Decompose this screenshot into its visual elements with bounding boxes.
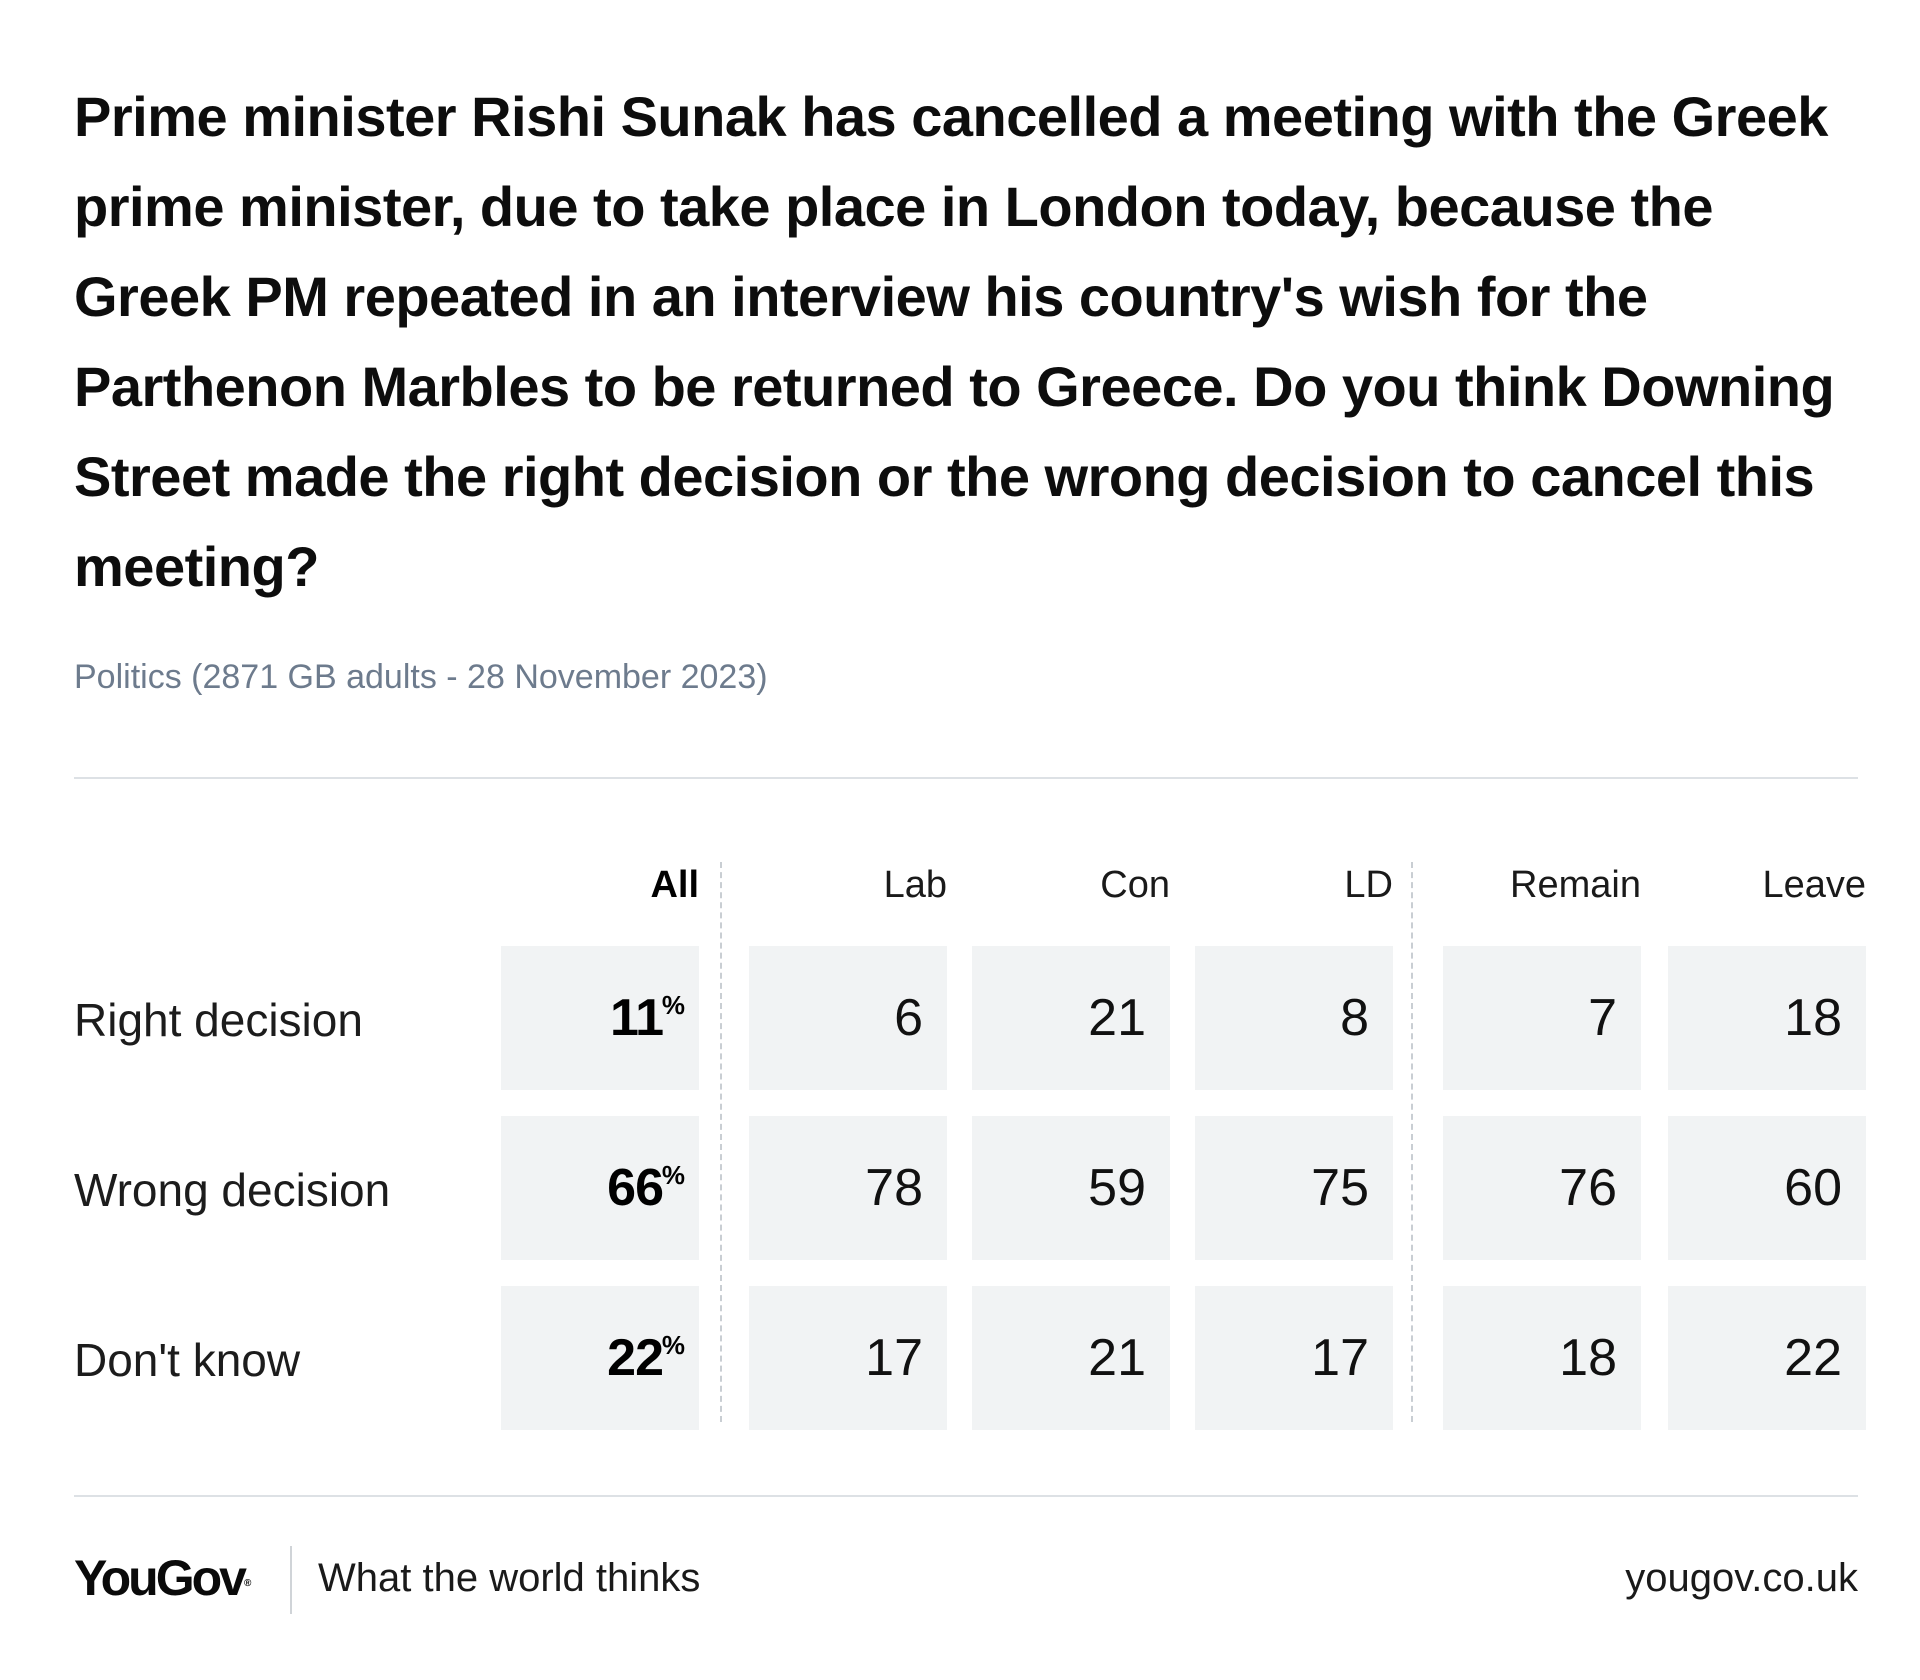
cell-value: 7	[1588, 989, 1617, 1047]
column-group-divider	[720, 862, 722, 1422]
table-cell: 21	[972, 1286, 1170, 1430]
table-cell: 17	[749, 1286, 947, 1430]
column-header-all: All	[650, 864, 699, 906]
footer-separator	[290, 1546, 292, 1614]
cell-value: 6	[894, 989, 923, 1047]
row-label: Wrong decision	[74, 1164, 391, 1216]
footer-url-link[interactable]: yougov.co.uk	[1625, 1556, 1858, 1600]
cell-value: 17	[1311, 1329, 1369, 1387]
table-cell: 76	[1443, 1116, 1641, 1260]
table-cell: 6	[749, 946, 947, 1090]
survey-subtitle: Politics (2871 GB adults - 28 November 2…	[74, 658, 768, 696]
cell-value: 75	[1311, 1159, 1369, 1217]
bottom-rule	[74, 1495, 1858, 1497]
cell-value: 11	[610, 989, 664, 1047]
cell-value: 78	[865, 1159, 923, 1217]
table-cell: 18	[1668, 946, 1866, 1090]
column-header-remain: Remain	[1510, 864, 1641, 906]
table-cell: 18	[1443, 1286, 1641, 1430]
table-cell: 21	[972, 946, 1170, 1090]
cell-value: 21	[1088, 1329, 1146, 1387]
cell-value: 21	[1088, 989, 1146, 1047]
cell-value: 17	[865, 1329, 923, 1387]
table-cell: 60	[1668, 1116, 1866, 1260]
cell-value: 76	[1559, 1159, 1617, 1217]
column-header-lab: Lab	[883, 864, 947, 906]
cell-value: 18	[1784, 989, 1842, 1047]
percent-sign: %	[661, 1330, 685, 1360]
row-label: Right decision	[74, 994, 363, 1046]
top-rule	[74, 777, 1858, 779]
cell-value: 66	[607, 1159, 664, 1217]
cell-value: 22	[1784, 1329, 1842, 1387]
column-header-ld: LD	[1344, 864, 1393, 906]
table-cell: 75	[1195, 1116, 1393, 1260]
cell-value: 22	[607, 1329, 664, 1387]
column-group-divider	[1411, 862, 1413, 1422]
table-cell: 78	[749, 1116, 947, 1260]
yougov-logo[interactable]: YouGov®	[74, 1548, 251, 1608]
table-cell: 7	[1443, 946, 1641, 1090]
table-cell: 22	[1668, 1286, 1866, 1430]
registered-mark: ®	[243, 1578, 252, 1589]
cell-value: 8	[1340, 989, 1369, 1047]
table-cell: 8	[1195, 946, 1393, 1090]
table-cell: 11%	[501, 946, 699, 1090]
page-title: Prime minister Rishi Sunak has cancelled…	[74, 85, 1835, 598]
row-label: Don't know	[74, 1334, 301, 1386]
cell-value: 18	[1559, 1329, 1617, 1387]
table-cell: 66%	[501, 1116, 699, 1260]
table-cell: 17	[1195, 1286, 1393, 1430]
yougov-logo-text: YouGov	[74, 1550, 247, 1606]
cell-value: 60	[1784, 1159, 1842, 1217]
column-header-con: Con	[1100, 864, 1170, 906]
percent-sign: %	[661, 1160, 685, 1190]
footer-tagline: What the world thinks	[318, 1556, 701, 1600]
table-cell: 59	[972, 1116, 1170, 1260]
table-cell: 22%	[501, 1286, 699, 1430]
percent-sign: %	[661, 990, 685, 1020]
column-header-leave: Leave	[1762, 864, 1866, 906]
cell-value: 59	[1088, 1159, 1146, 1217]
